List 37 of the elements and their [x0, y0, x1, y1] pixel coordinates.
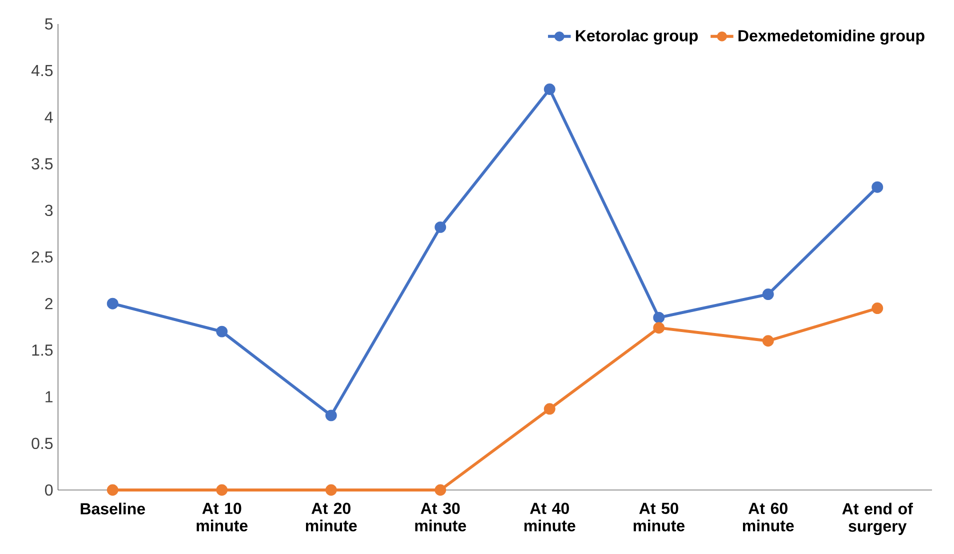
point	[653, 312, 665, 324]
x-tick-label: At 30 minute	[415, 502, 466, 532]
y-tick-label: 4	[44, 112, 53, 123]
point	[762, 288, 774, 300]
x-tick-label: At 20 minute	[306, 502, 357, 532]
y-tick-label: 3.5	[32, 158, 53, 170]
point	[325, 410, 337, 422]
x-tick-label: At 50 minute	[634, 502, 685, 532]
x-tick-label: Baseline	[80, 502, 145, 514]
point	[872, 302, 884, 314]
point	[544, 84, 556, 95]
legend-label: Dexmedetomidine group	[738, 30, 924, 45]
point	[216, 484, 228, 496]
point	[872, 181, 884, 193]
y-tick-label: 4.5	[31, 65, 53, 76]
point	[653, 322, 665, 334]
x-tick-label: At end of surgery	[842, 502, 913, 536]
x-tick-label: At 40 minute	[524, 502, 576, 532]
y-tick-label: 2.5	[32, 251, 53, 263]
point	[106, 298, 118, 310]
point	[762, 335, 774, 347]
legend-label: Ketorolac group	[576, 30, 698, 45]
point	[434, 484, 446, 496]
y-tick-label: 0	[45, 484, 53, 496]
y-tick-label: 0.5	[32, 438, 53, 450]
point	[544, 403, 556, 415]
y-tick-label: 1	[46, 391, 53, 402]
point	[216, 326, 228, 338]
x-tick-label: At 60 minute	[742, 502, 794, 532]
y-tick-label: 5	[45, 18, 53, 30]
x-tick-label: At 10 minute	[196, 502, 248, 532]
point	[325, 484, 337, 496]
point	[106, 484, 118, 496]
y-tick-label: 2	[45, 298, 52, 310]
y-tick-label: 3	[45, 204, 53, 216]
y-tick-label: 1.5	[32, 344, 53, 356]
point	[434, 221, 446, 233]
